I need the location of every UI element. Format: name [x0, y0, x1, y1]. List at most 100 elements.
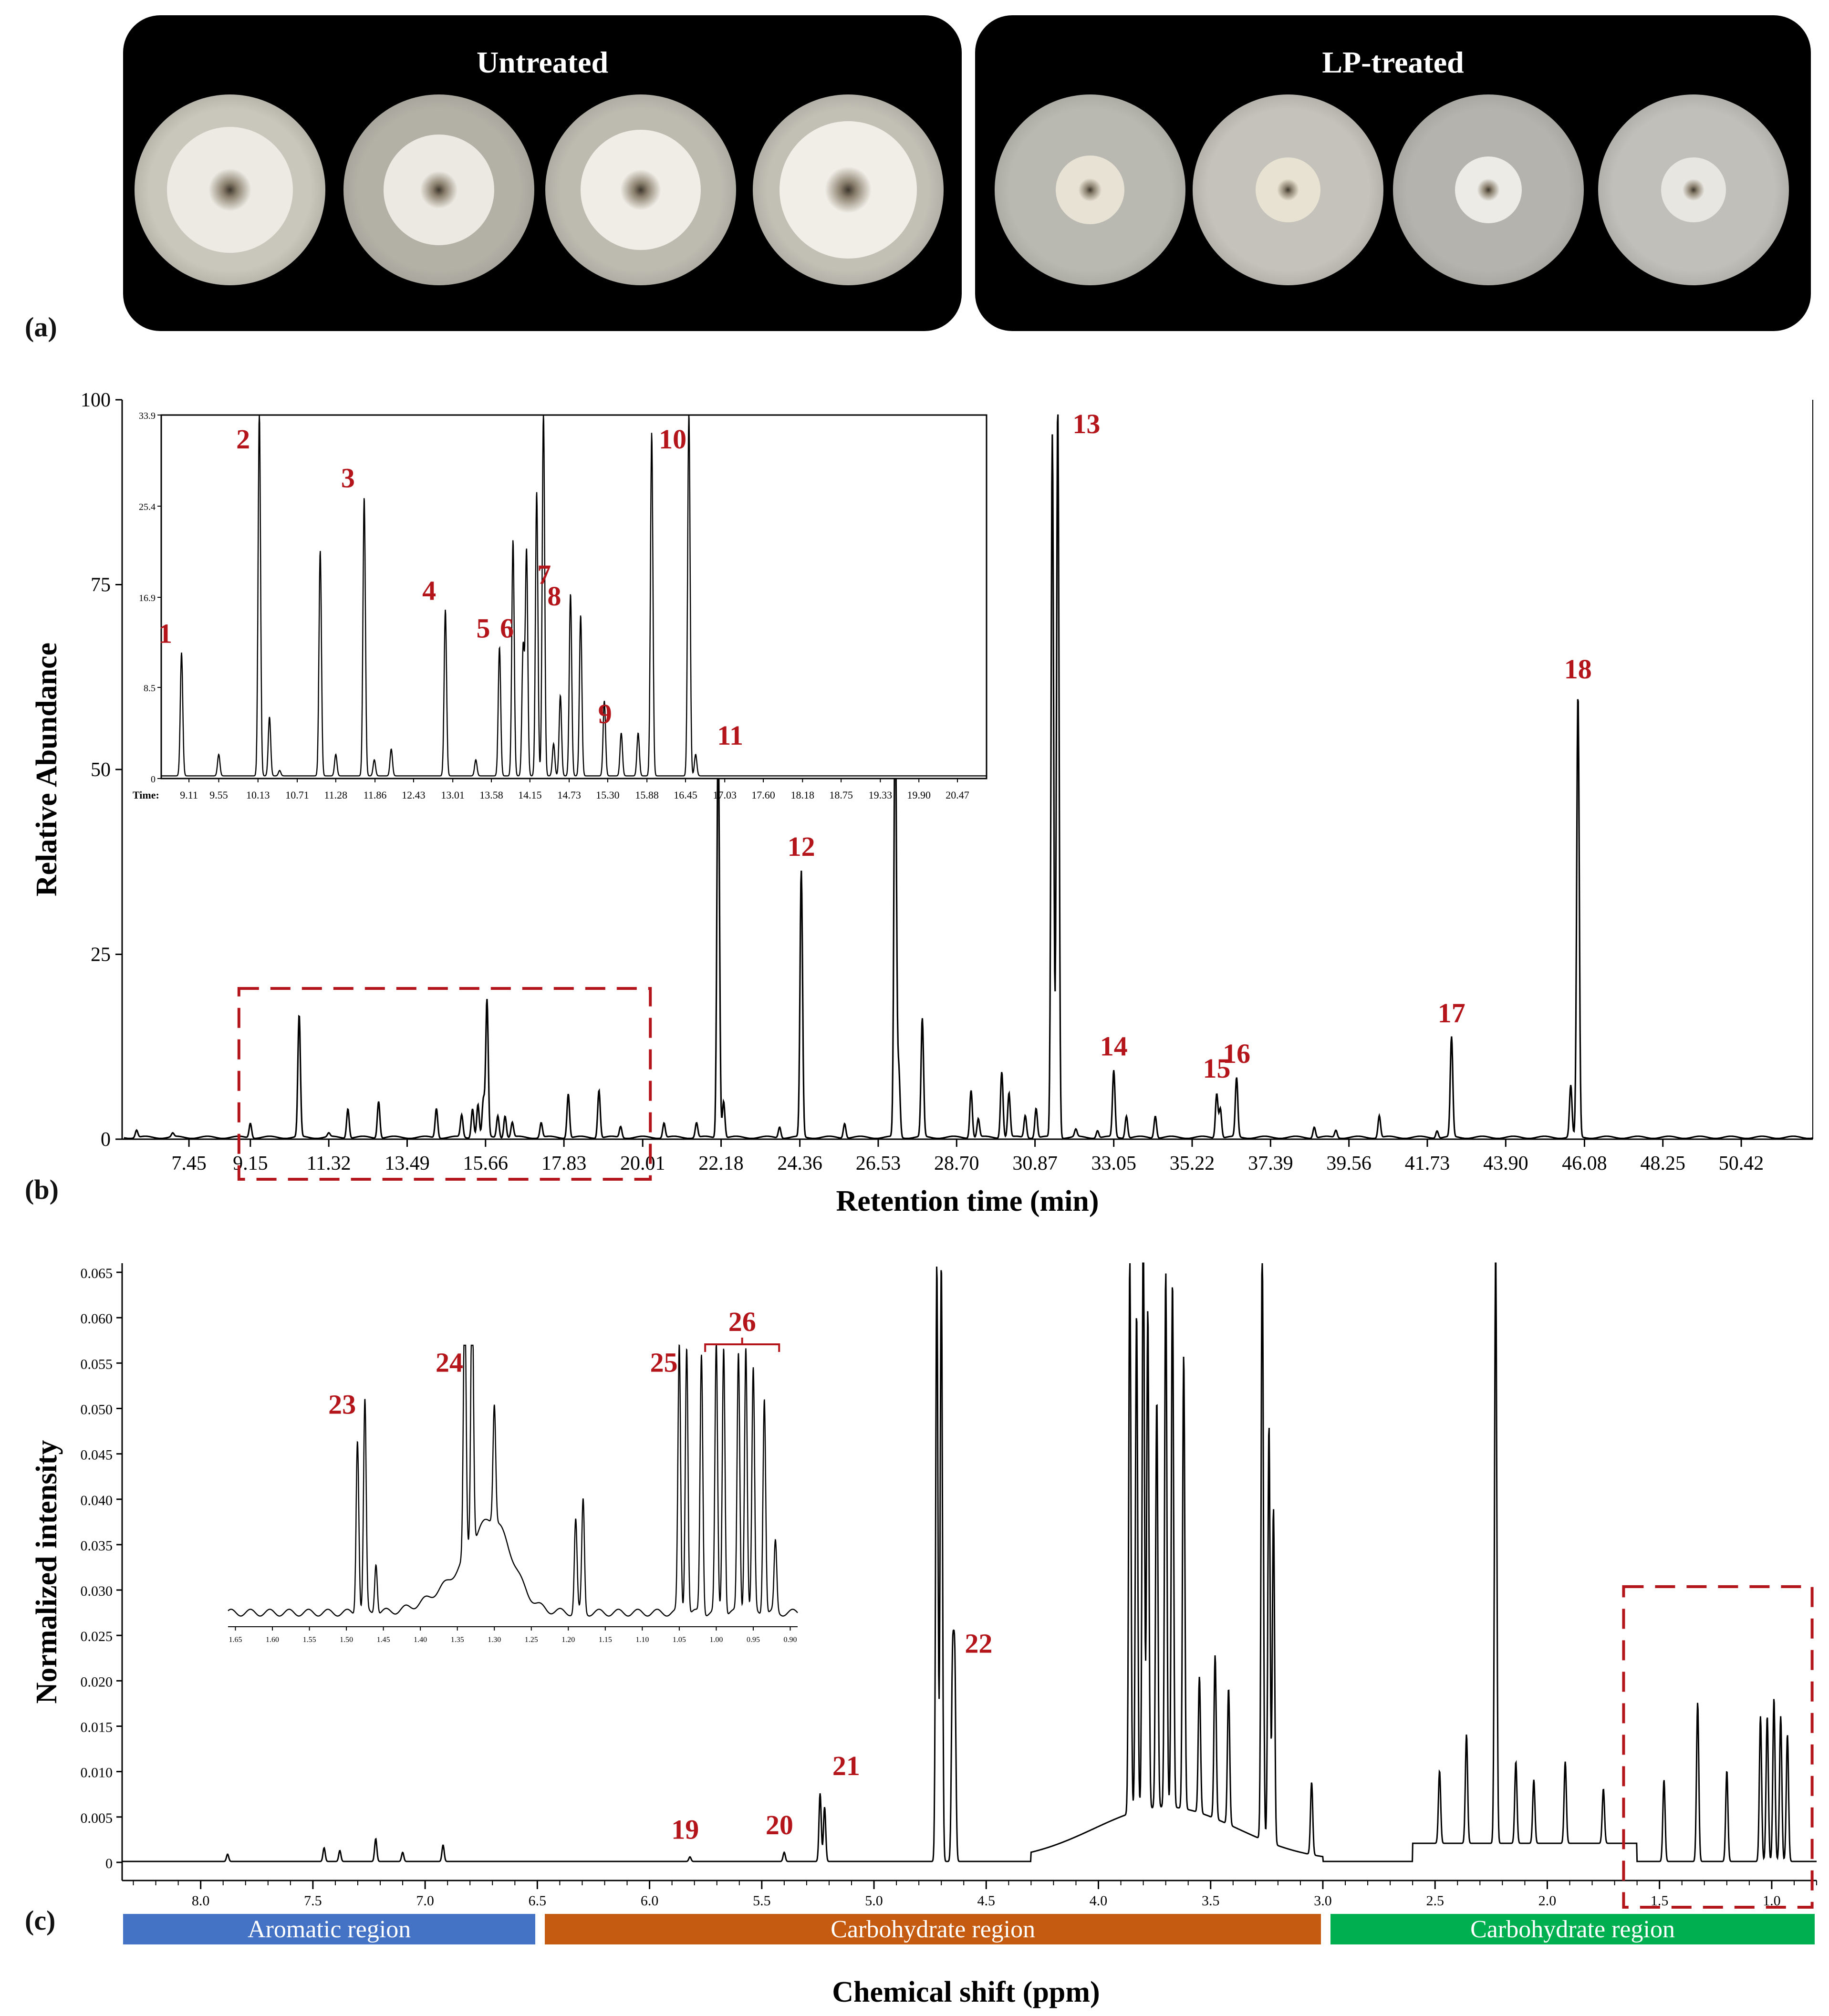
x-tick-label: 24.36 [777, 1153, 822, 1174]
fungal-colony [384, 135, 494, 245]
inset-x-tick-label: 15.30 [596, 789, 620, 801]
inset-y-tick-label: 8.5 [144, 683, 156, 694]
inset-x-tick-label: 11.86 [364, 789, 387, 801]
fungal-colony [1056, 156, 1124, 224]
inset-peak-label: 25 [650, 1347, 678, 1378]
inset-peak-label: 6 [500, 613, 514, 644]
inset-x-tick-label: 20.47 [946, 789, 969, 801]
y-tick-label: 50 [91, 759, 111, 781]
peak-label: 18 [1564, 654, 1592, 685]
y-tick-label: 0 [105, 1856, 113, 1871]
x-tick-label: 7.5 [304, 1893, 322, 1909]
inset-y-tick-label: 16.9 [139, 593, 156, 603]
peak-label: 20 [766, 1809, 793, 1840]
inset-peak-label: 1 [158, 618, 172, 649]
panel-a-label: (a) [25, 312, 57, 343]
inset-trace [228, 1344, 798, 1617]
peak-label: 16 [1223, 1038, 1250, 1069]
x-tick-label: 3.5 [1202, 1893, 1220, 1909]
x-tick-label: 2.0 [1538, 1893, 1557, 1909]
inset-peak-label: 24 [436, 1347, 463, 1378]
x-tick-label: 46.08 [1562, 1153, 1607, 1174]
x-tick-label: 7.45 [171, 1153, 207, 1174]
inset-x-tick-label: 11.28 [324, 789, 348, 801]
inset-x-tick-label: 1.20 [561, 1636, 575, 1644]
y-tick-label: 0.045 [81, 1447, 113, 1463]
x-tick-label: 41.73 [1405, 1153, 1450, 1174]
y-axis-title: Relative Abundance [31, 643, 63, 896]
y-tick-label: 0.030 [81, 1583, 113, 1599]
x-tick-label: 43.90 [1483, 1153, 1528, 1174]
highlight-region [1622, 1585, 1814, 1909]
region-bar: Aromatic region [123, 1914, 536, 1944]
x-tick-label: 6.0 [641, 1893, 659, 1909]
inset-x-tick-label: 1.55 [303, 1636, 316, 1644]
x-tick-label: 26.53 [856, 1153, 901, 1174]
x-tick-label: 7.0 [416, 1893, 434, 1909]
inset-peak-label: 7 [537, 559, 551, 590]
inset-peak-label: 8 [547, 581, 561, 612]
inset-peak-label: 4 [422, 575, 436, 606]
inset-x-tick-label: 14.15 [518, 789, 542, 801]
inset-y-tick-label: 0 [151, 774, 156, 785]
x-tick-label: 30.87 [1012, 1153, 1058, 1174]
inset-x-tick-label: 1.65 [229, 1636, 242, 1644]
y-tick-label: 0.035 [81, 1538, 113, 1554]
x-tick-label: 35.22 [1170, 1153, 1215, 1174]
fungal-colony [1256, 157, 1320, 222]
inset-x-tick-label: 17.03 [713, 789, 737, 801]
lp-treated-panel: LP-treated [975, 15, 1811, 331]
y-tick-label: 0.015 [81, 1720, 113, 1735]
x-tick-label: 28.70 [934, 1153, 979, 1174]
fungal-colony [581, 130, 701, 250]
x-tick-label: 5.5 [753, 1893, 771, 1909]
fungal-colony [779, 121, 917, 259]
inset-x-tick-label: 1.50 [340, 1636, 353, 1644]
fungal-colony [1455, 156, 1522, 223]
x-tick-label: 4.5 [977, 1893, 996, 1909]
highlight-region [237, 987, 652, 1181]
inset-x-tick-label: 0.95 [747, 1636, 760, 1644]
y-axis-title: Normalized intensity [31, 1440, 63, 1704]
untreated-panel: Untreated [123, 15, 962, 331]
x-tick-label: 6.5 [529, 1893, 547, 1909]
inset-x-tick-label: 15.88 [635, 789, 659, 801]
inset-x-tick-label: 1.45 [377, 1636, 390, 1644]
region-bar: Carbohydrate region [1330, 1914, 1815, 1944]
y-tick-label: 25 [91, 944, 111, 966]
x-tick-label: 48.25 [1640, 1153, 1685, 1174]
inset-peak-label: 10 [659, 424, 686, 455]
region-bar: Carbohydrate region [545, 1914, 1321, 1944]
x-tick-label: 13.49 [385, 1153, 430, 1174]
inset-x-tick-label: 1.35 [451, 1636, 464, 1644]
x-tick-label: 4.0 [1090, 1893, 1108, 1909]
x-tick-label: 3.0 [1314, 1893, 1332, 1909]
inset-x-tick-label: 1.15 [599, 1636, 612, 1644]
x-tick-label: 33.05 [1091, 1153, 1136, 1174]
x-tick-label: 22.18 [698, 1153, 744, 1174]
inset-peak-label: 3 [341, 463, 355, 494]
inset-x-tick-label: 19.90 [907, 789, 931, 801]
inset-y-tick-label: 33.9 [139, 411, 156, 421]
x-tick-label: 39.56 [1326, 1153, 1372, 1174]
inset-x-tick-label: 10.13 [246, 789, 270, 801]
inset-x-tick-label: 12.43 [402, 789, 426, 801]
inset-peak-label: 9 [598, 698, 612, 729]
x-axis-title: Retention time (min) [836, 1185, 1099, 1217]
inset-x-tick-label: 19.33 [869, 789, 893, 801]
inset-x-tick-label: 1.05 [673, 1636, 686, 1644]
inset-x-tick-label: 18.75 [829, 789, 853, 801]
inset-x-tick-label: 14.73 [557, 789, 581, 801]
nmr-spectrum: 0 0.005 0.010 0.015 0.020 0.025 0.030 0.035 0.04… [31, 1262, 1817, 2008]
nmr-trace [122, 1262, 1817, 1862]
x-tick-label: 11.32 [307, 1153, 351, 1174]
y-tick-label: 0.025 [81, 1629, 113, 1644]
inset-peak-label: 2 [236, 424, 250, 455]
inset-x-tick-label: 1.60 [266, 1636, 279, 1644]
inset-x-tick-label: 1.25 [525, 1636, 538, 1644]
x-axis-title: Chemical shift (ppm) [832, 1976, 1100, 2008]
peak-label: 14 [1100, 1031, 1128, 1062]
inset-x-tick-label: 1.30 [488, 1636, 501, 1644]
x-tick-label: 2.5 [1426, 1893, 1444, 1909]
inset-x-tick-label: 10.71 [285, 789, 309, 801]
